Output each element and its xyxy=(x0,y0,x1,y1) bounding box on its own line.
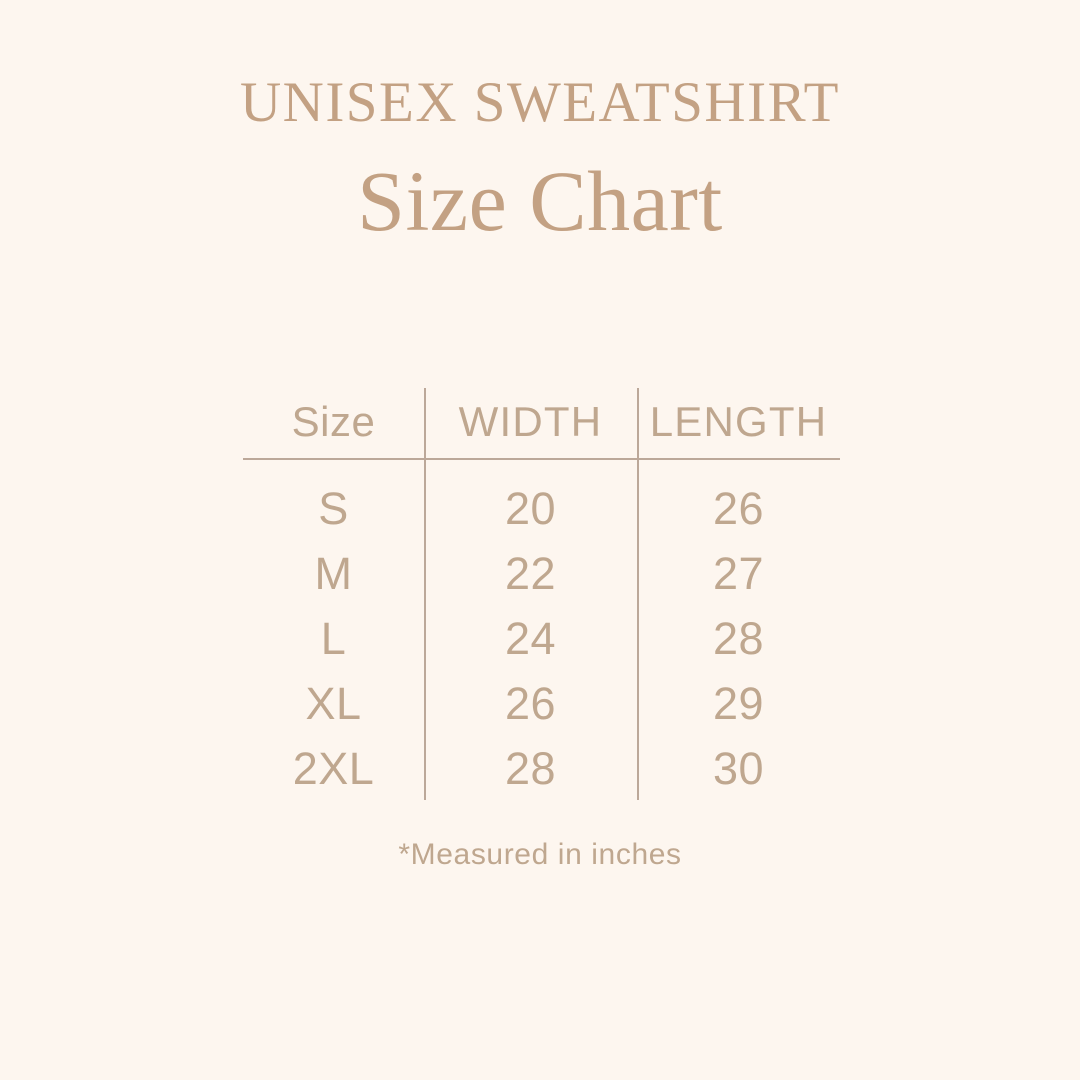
cell-size: L xyxy=(320,612,347,664)
cell-width: 28 xyxy=(504,742,557,794)
size-table-container: Size WIDTH LENGTH S 20 26 M 22 27 L xyxy=(243,385,840,803)
cell-width: 22 xyxy=(504,547,557,599)
measurement-note: *Measured in inches xyxy=(398,838,682,871)
cell-length: 26 xyxy=(712,482,765,534)
cell-size: M xyxy=(314,547,353,599)
size-table-header: Size WIDTH LENGTH xyxy=(243,385,840,458)
cell-size: S xyxy=(318,482,349,534)
table-row: L 24 28 xyxy=(243,606,840,671)
cell-length: 28 xyxy=(712,612,765,664)
cell-length: 29 xyxy=(712,677,765,729)
page-title-product: UNISEX SWEATSHIRT xyxy=(240,71,840,134)
table-row: M 22 27 xyxy=(243,541,840,606)
cell-length: 27 xyxy=(712,547,765,599)
table-row: S 20 26 xyxy=(243,458,840,541)
table-row: XL 26 29 xyxy=(243,671,840,736)
table-header-row: Size WIDTH LENGTH xyxy=(243,385,840,458)
page-title-main: Size Chart xyxy=(357,153,723,250)
size-table: Size WIDTH LENGTH S 20 26 M 22 27 L xyxy=(243,385,840,801)
column-divider-2 xyxy=(637,388,639,800)
cell-size: XL xyxy=(305,677,362,729)
cell-length: 30 xyxy=(712,742,765,794)
cell-width: 20 xyxy=(504,482,557,534)
table-row: 2XL 28 30 xyxy=(243,736,840,801)
column-header-size: Size xyxy=(291,397,376,445)
header-divider-horizontal xyxy=(243,458,840,460)
cell-size: 2XL xyxy=(292,742,375,794)
size-table-body: S 20 26 M 22 27 L 24 28 XL 26 29 xyxy=(243,458,840,801)
column-header-length: LENGTH xyxy=(649,397,828,445)
column-divider-1 xyxy=(424,388,426,800)
cell-width: 26 xyxy=(504,677,557,729)
page-heading: UNISEX SWEATSHIRT Size Chart xyxy=(0,71,1080,250)
cell-width: 24 xyxy=(504,612,557,664)
column-header-width: WIDTH xyxy=(458,397,603,445)
